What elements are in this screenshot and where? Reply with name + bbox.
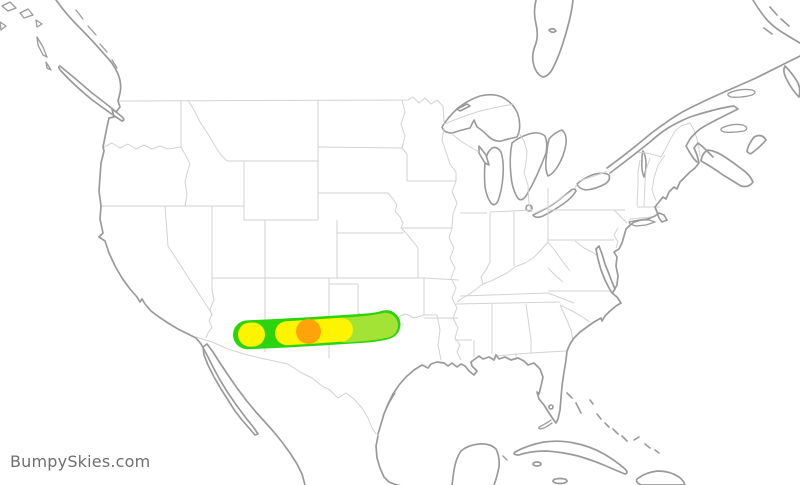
st-lawrence-north-shore bbox=[606, 55, 800, 169]
newfoundland-west-coast bbox=[783, 65, 800, 98]
lake-superior bbox=[441, 93, 521, 142]
us-mexico-border bbox=[195, 336, 377, 435]
political-borders bbox=[100, 96, 701, 435]
cape-breton-island bbox=[746, 134, 767, 155]
lake-champlain bbox=[640, 150, 647, 178]
bahamas-islands bbox=[566, 392, 660, 454]
lake-ontario bbox=[576, 172, 611, 191]
mexico-gulf-coastline bbox=[375, 435, 401, 485]
long-island bbox=[628, 219, 656, 227]
route-segment-light-green bbox=[332, 312, 398, 343]
gulf-atlantic-coastline bbox=[377, 142, 714, 435]
prince-edward-island bbox=[720, 123, 748, 133]
isla-de-la-juventud bbox=[532, 461, 542, 467]
jamaica bbox=[552, 477, 568, 485]
haida-gwaii-islands bbox=[36, 36, 52, 71]
florida-keys bbox=[538, 419, 553, 430]
vancouver-island bbox=[58, 65, 125, 122]
alaska-panhandle-islands bbox=[0, 1, 43, 31]
great-lakes bbox=[441, 93, 647, 410]
route-marker-orange bbox=[296, 319, 321, 344]
nova-scotia bbox=[700, 149, 754, 188]
anticosti-island bbox=[727, 88, 756, 98]
lake-huron bbox=[509, 132, 548, 201]
bc-fjords bbox=[75, 9, 118, 69]
flight-route bbox=[233, 310, 401, 350]
isle-royale bbox=[456, 103, 471, 112]
labrador-coast bbox=[752, 0, 800, 44]
pacific-coastline bbox=[55, 0, 306, 485]
st-lawrence-south-shore-gaspe bbox=[609, 105, 739, 174]
watermark: BumpySkies.com bbox=[10, 452, 151, 471]
georgian-bay bbox=[544, 129, 567, 177]
yucatan-peninsula bbox=[451, 443, 501, 485]
us-canada-border bbox=[117, 96, 701, 214]
texas-barrier-islands bbox=[382, 392, 396, 417]
lake-michigan bbox=[483, 146, 505, 206]
state-borders-east bbox=[441, 127, 666, 359]
lake-okeechobee bbox=[548, 404, 554, 410]
hispaniola bbox=[635, 470, 686, 485]
cozumel-island bbox=[502, 455, 508, 461]
cuba bbox=[513, 440, 628, 475]
james-bay bbox=[531, 0, 574, 78]
state-borders-west bbox=[100, 99, 424, 352]
